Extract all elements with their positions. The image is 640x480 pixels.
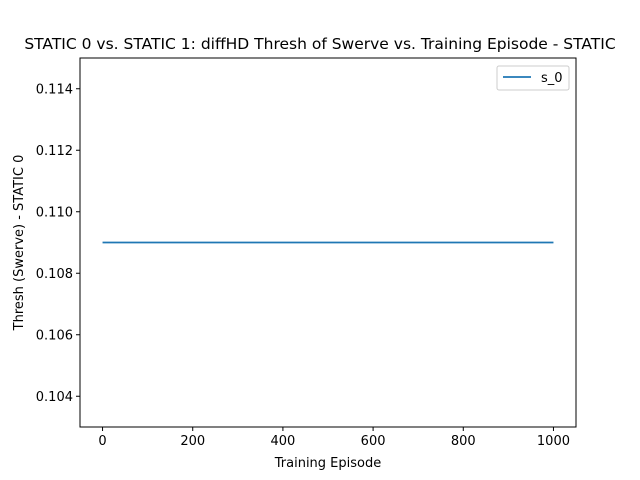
- y-tick-label: 0.114: [36, 82, 73, 97]
- x-axis-label: Training Episode: [274, 456, 381, 471]
- legend-box: [496, 65, 570, 91]
- x-tick-label: 400: [270, 434, 295, 449]
- x-tick-label: 1000: [537, 434, 570, 449]
- legend: s_0: [496, 65, 570, 91]
- x-tick-label: 600: [361, 434, 386, 449]
- y-tick-label: 0.106: [36, 328, 73, 343]
- plot-area: 0 200 400 600 800 1000 0.1040.1060.1080.1100.…: [36, 57, 577, 449]
- y-axis-ticks: 0.104 0.106 0.108 0.110 0.112 0.114: [36, 82, 80, 405]
- y-axis-label: Thresh (Swerve) - STATIC 0: [12, 155, 27, 332]
- x-tick-label: 200: [180, 434, 205, 449]
- y-tick-label: 0.104: [36, 390, 73, 405]
- y-tick-label: 0.108: [36, 267, 73, 282]
- y-tick-label: 0.112: [36, 144, 73, 159]
- chart-title: STATIC 0 vs. STATIC 1: diffHD Thresh of …: [24, 35, 615, 53]
- x-axis-ticks: 0 200 400 600 800 1000: [98, 427, 570, 449]
- x-tick-label: 800: [451, 434, 476, 449]
- x-tick-label: 0: [98, 434, 106, 449]
- axes-frame: [79, 57, 577, 428]
- y-tick-label: 0.110: [36, 205, 73, 220]
- legend-label-s_0: s_0: [541, 71, 563, 86]
